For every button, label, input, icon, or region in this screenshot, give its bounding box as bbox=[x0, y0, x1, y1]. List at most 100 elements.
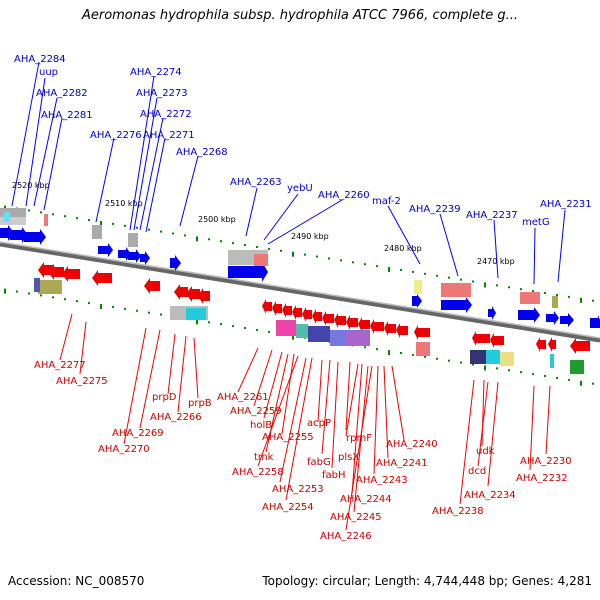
gene-arrow bbox=[140, 251, 150, 265]
ruler-tick bbox=[580, 297, 582, 303]
gene-arrow bbox=[228, 262, 268, 282]
gene-label: AHA_2240 bbox=[386, 439, 438, 450]
feature-box bbox=[441, 283, 471, 297]
gene-label: prpB bbox=[188, 398, 212, 409]
gene-label: AHA_2273 bbox=[136, 88, 188, 99]
ruler-tick bbox=[580, 380, 582, 386]
gene-label: AHA_2266 bbox=[150, 412, 202, 423]
ruler-tick bbox=[520, 288, 522, 291]
ruler-tick bbox=[544, 375, 546, 378]
gene-label: prpD bbox=[152, 392, 177, 403]
ruler-tick bbox=[76, 300, 78, 303]
ruler-tick bbox=[304, 253, 306, 256]
ruler-tick bbox=[100, 304, 102, 309]
scale-label: 2520 kbp bbox=[12, 181, 50, 190]
gene-label: AHA_2271 bbox=[143, 130, 195, 141]
ruler-tick bbox=[460, 278, 462, 281]
scale-label: 2470 kbp bbox=[477, 257, 515, 266]
scale-label: 2480 kbp bbox=[384, 244, 422, 253]
gene-label: acpP bbox=[307, 418, 331, 429]
ruler-tick bbox=[472, 363, 474, 366]
feature-box bbox=[570, 360, 584, 374]
ruler-tick bbox=[412, 353, 414, 356]
ruler-tick bbox=[256, 328, 258, 331]
ruler-tick bbox=[532, 290, 534, 293]
scale-label: 2500 kbp bbox=[198, 215, 236, 224]
gene-arrow bbox=[590, 315, 600, 328]
ruler-tick bbox=[100, 221, 102, 226]
feature-box bbox=[308, 326, 330, 342]
gene-arrow bbox=[322, 311, 334, 326]
ruler-tick bbox=[568, 295, 570, 298]
gene-label: AHA_2246 bbox=[320, 531, 372, 542]
ruler-tick bbox=[160, 313, 162, 316]
gene-label: AHA_2231 bbox=[540, 199, 592, 210]
accession-label: Accession: NC_008570 bbox=[8, 574, 145, 588]
ruler-tick bbox=[436, 274, 438, 277]
gene-label: metG bbox=[522, 217, 550, 228]
ruler-tick bbox=[52, 213, 54, 216]
gene-label: AHA_2269 bbox=[112, 428, 164, 439]
gene-label: AHA_2276 bbox=[90, 130, 142, 141]
forward-strand-genes bbox=[0, 225, 600, 328]
gene-arrow bbox=[570, 338, 590, 354]
feature-box bbox=[296, 324, 308, 338]
ruler-tick bbox=[424, 272, 426, 275]
gene-label: tmk bbox=[254, 452, 274, 463]
gene-arrow bbox=[282, 303, 292, 318]
ruler-tick bbox=[376, 348, 378, 351]
ruler-tick bbox=[448, 276, 450, 279]
gene-label: AHA_2244 bbox=[340, 494, 392, 505]
ruler-tick bbox=[292, 251, 294, 257]
ruler-tick bbox=[112, 222, 114, 225]
gene-label: AHA_2263 bbox=[230, 177, 282, 188]
ruler-tick bbox=[184, 234, 186, 237]
ruler-tick bbox=[52, 296, 54, 299]
ruler-tick bbox=[436, 357, 438, 360]
reverse-strand-genes bbox=[38, 262, 590, 354]
reverse-gene-labels: AHA_2277 AHA_2275 prpD prpB AHA_2266 AHA… bbox=[34, 360, 572, 542]
gene-label: AHA_2259 bbox=[230, 406, 282, 417]
gene-label: AHA_2268 bbox=[176, 147, 228, 158]
ruler-tick bbox=[496, 284, 498, 287]
gene-arrow bbox=[92, 270, 112, 286]
gene-arrow bbox=[262, 299, 272, 314]
gene-label: fabH bbox=[322, 470, 346, 481]
feature-box bbox=[550, 354, 554, 368]
gene-label: AHA_2258 bbox=[232, 467, 284, 478]
ruler-tick bbox=[352, 261, 354, 264]
ruler-tick bbox=[40, 211, 42, 214]
feature-box bbox=[38, 280, 62, 294]
gene-arrow bbox=[536, 337, 546, 352]
gene-label: uup bbox=[39, 67, 58, 78]
ruler-tick bbox=[4, 288, 6, 294]
leader-lines-forward bbox=[11, 61, 566, 285]
feature-box bbox=[92, 225, 102, 239]
gene-label: AHA_2274 bbox=[130, 67, 182, 78]
gene-label: AHA_2255 bbox=[262, 432, 314, 443]
ruler-tick bbox=[340, 259, 342, 262]
gene-arrow bbox=[414, 325, 430, 340]
ruler-tick bbox=[244, 244, 246, 247]
gene-arrow bbox=[128, 249, 141, 263]
ruler-tick bbox=[232, 325, 234, 328]
feature-box bbox=[486, 350, 500, 364]
ruler-tick bbox=[508, 369, 510, 372]
ruler-tick bbox=[376, 265, 378, 268]
ruler-tick bbox=[76, 217, 78, 220]
ruler-tick bbox=[112, 305, 114, 308]
ruler-tick bbox=[64, 215, 66, 218]
gene-label: AHA_2261 bbox=[217, 392, 269, 403]
gene-arrow bbox=[10, 227, 28, 243]
gene-label: AHA_2253 bbox=[272, 484, 324, 495]
ruler-tick bbox=[28, 292, 30, 295]
ruler-tick bbox=[16, 290, 18, 293]
gene-label: maf-2 bbox=[372, 196, 401, 207]
ruler-tick bbox=[460, 361, 462, 364]
gene-arrow bbox=[48, 264, 64, 280]
feature-box bbox=[416, 342, 430, 356]
gene-label: holB bbox=[250, 420, 272, 431]
gene-label: AHA_2275 bbox=[56, 376, 108, 387]
ruler-tick bbox=[88, 219, 90, 222]
